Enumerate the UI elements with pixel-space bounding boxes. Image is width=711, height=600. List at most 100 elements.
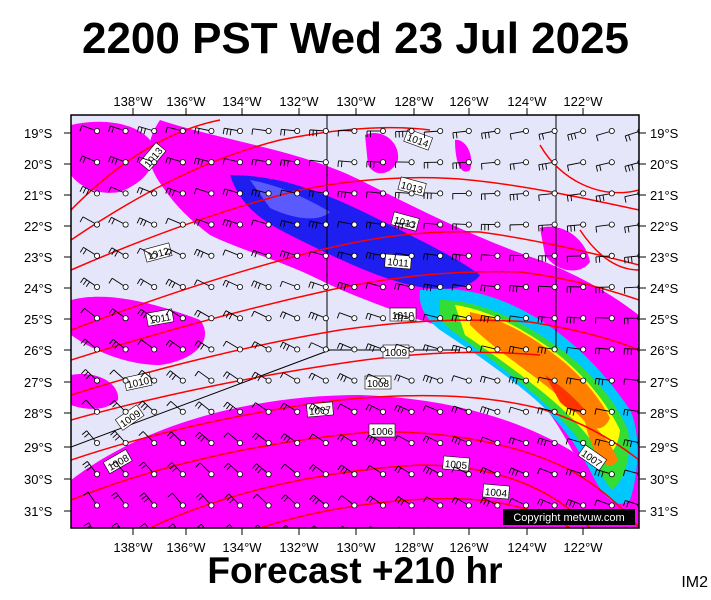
wind-barb — [136, 217, 158, 228]
wind-barb — [139, 492, 158, 509]
wind-barb — [480, 314, 501, 323]
wind-barb — [280, 127, 301, 136]
wind-barb — [223, 462, 243, 478]
wind-barb — [594, 408, 615, 415]
wind-barb — [336, 312, 358, 322]
wind-barb — [168, 523, 177, 528]
wind-barb — [594, 346, 615, 355]
wind-barb — [479, 467, 501, 478]
wind-barb — [193, 157, 215, 166]
wind-barb — [423, 127, 444, 139]
wind-barb — [251, 127, 272, 135]
isobar-label: 1008 — [367, 379, 390, 390]
wind-barb — [565, 377, 587, 385]
lon-tick-label: 136°W — [166, 94, 206, 109]
rain-band-moderate-inner — [250, 180, 330, 219]
wind-barb — [422, 374, 444, 384]
isobar-label: 1010 — [392, 311, 415, 322]
wind-barb — [194, 127, 215, 135]
wind-barb — [508, 437, 530, 446]
wind-barb — [537, 315, 558, 323]
wind-barb — [566, 190, 587, 202]
wind-barb — [222, 310, 243, 322]
wind-barb — [394, 313, 415, 322]
wind-barb — [222, 340, 243, 353]
wind-barb — [365, 373, 386, 384]
wind-barb — [222, 188, 243, 197]
wind-barb — [166, 370, 186, 384]
wind-barb — [280, 159, 301, 167]
rain-patch-n1 — [365, 132, 399, 174]
page-title: 2200 PST Wed 23 Jul 2025 — [81, 14, 630, 63]
wind-barb — [395, 159, 415, 168]
wind-barb — [223, 401, 243, 415]
wind-barb — [223, 432, 243, 446]
lat-tick-label: 21°S — [24, 188, 53, 203]
wind-barb — [251, 249, 272, 259]
wind-barb — [623, 531, 643, 539]
wind-barb — [165, 248, 186, 259]
wind-barb — [167, 462, 186, 478]
wind-barb — [452, 221, 472, 230]
wind-barb — [480, 497, 501, 509]
wind-barb — [81, 430, 101, 446]
wind-barb — [337, 127, 358, 137]
wind-barb — [452, 190, 472, 200]
wind-barb — [137, 369, 158, 384]
wind-barb — [337, 159, 358, 168]
wind-barb — [337, 464, 358, 478]
lon-tick-label: 124°W — [507, 94, 547, 109]
wind-barb — [537, 498, 558, 509]
wind-barb — [136, 247, 158, 259]
wind-barb — [595, 315, 615, 324]
wind-barb — [251, 189, 272, 198]
wind-barb — [479, 375, 501, 384]
wind-barb — [538, 252, 558, 262]
wind-barb — [165, 217, 186, 228]
wind-barb — [251, 280, 272, 290]
wind-barb — [537, 283, 558, 293]
wind-barb — [595, 190, 615, 203]
lat-tick-label: 21°S — [650, 188, 679, 203]
wind-barb — [137, 339, 158, 353]
lat-tick-label: 29°S — [24, 440, 53, 455]
lat-tick-label: 26°S — [650, 343, 679, 358]
wind-barb — [79, 125, 101, 134]
wind-barb — [508, 376, 530, 385]
wind-barb — [566, 221, 587, 233]
wind-barb — [479, 436, 501, 446]
wind-barb — [394, 496, 415, 509]
wind-barb — [165, 309, 186, 322]
wind-barb — [537, 407, 558, 415]
wind-barb — [194, 309, 215, 322]
wind-barb — [423, 496, 444, 509]
lon-tick-label: 124°W — [507, 540, 547, 555]
wind-barb — [566, 315, 587, 324]
wind-barb — [280, 494, 301, 509]
wind-barb — [423, 159, 444, 169]
wind-barb — [622, 500, 639, 509]
wind-barb — [308, 342, 329, 353]
wind-barb — [308, 159, 329, 167]
wind-barb — [166, 400, 186, 415]
wind-barb — [594, 499, 615, 509]
wind-barb — [224, 493, 243, 509]
wind-barb — [365, 465, 386, 478]
wind-barb — [594, 377, 615, 386]
wind-barb — [336, 373, 358, 384]
wind-barb — [397, 526, 401, 528]
lat-tick-label: 24°S — [24, 281, 53, 296]
wind-barb — [394, 252, 415, 260]
wind-barb — [594, 469, 615, 478]
wind-barb — [108, 125, 129, 134]
wind-barb — [80, 277, 101, 290]
wind-barb — [423, 221, 444, 230]
wind-barb — [508, 315, 530, 322]
wind-barb — [394, 435, 415, 446]
wind-barb — [451, 283, 472, 291]
lon-tick-label: 138°W — [113, 540, 153, 555]
wind-barb — [537, 376, 558, 384]
wind-barb — [79, 216, 101, 228]
wind-barb — [110, 430, 129, 446]
wind-barb — [194, 279, 215, 290]
